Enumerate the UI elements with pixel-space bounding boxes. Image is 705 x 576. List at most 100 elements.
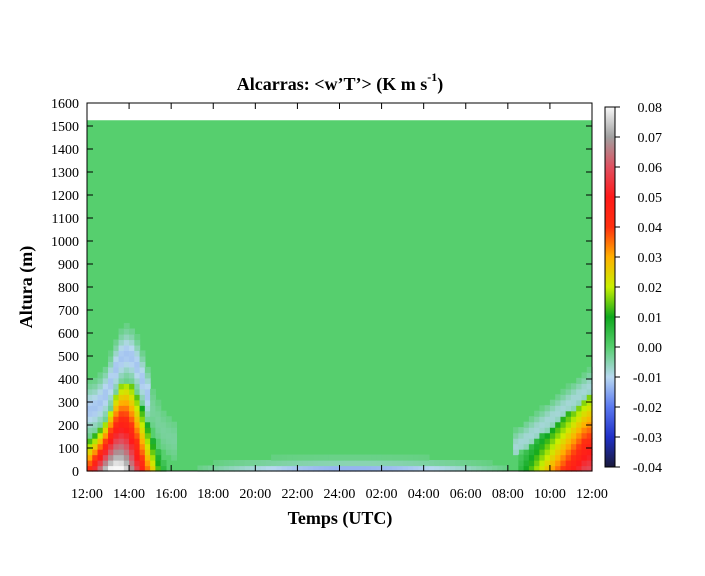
heatmap-cell (418, 454, 425, 461)
heatmap-cell (350, 465, 356, 472)
heatmap-cell (165, 438, 172, 445)
heatmap-cell (476, 460, 483, 467)
heatmap-cell (155, 410, 162, 417)
heatmap-cell (576, 405, 583, 412)
heatmap-cell (549, 410, 556, 417)
heatmap-cell (549, 438, 556, 445)
colorbar-tick-label: -0.04 (633, 461, 662, 476)
heatmap-cell (581, 405, 588, 412)
heatmap-cell (518, 443, 525, 450)
heatmap-cell (97, 427, 104, 434)
heatmap-cell (97, 416, 104, 423)
heatmap-cell (97, 449, 104, 456)
x-axis: 12:00 14:00 16:00 18:00 20:00 22:00 24:00 02:00… (71, 103, 608, 502)
heatmap-cell (565, 427, 572, 434)
heatmap-cell (402, 460, 409, 467)
heatmap-cell (129, 366, 135, 373)
chart-title-closing: ) (437, 74, 443, 95)
heatmap-cell (565, 465, 572, 472)
heatmap-cell (581, 432, 588, 439)
heatmap-cell (544, 427, 551, 434)
heatmap-cell (549, 399, 556, 406)
heatmap-cell (139, 460, 146, 467)
heatmap-cell (134, 344, 141, 352)
heatmap-cell (102, 399, 109, 406)
heatmap-cell (534, 410, 540, 417)
heatmap-cell (150, 465, 156, 472)
heatmap-cell (160, 432, 167, 439)
heatmap-cell (344, 454, 351, 461)
heatmap-cell (534, 421, 540, 428)
heatmap-cell (386, 465, 393, 472)
heatmap-cell (560, 405, 567, 412)
heatmap-cell (92, 405, 99, 412)
heatmap-cell (570, 421, 577, 428)
heatmap-cell (365, 465, 372, 472)
heatmap-cell (113, 377, 120, 384)
heatmap-cell (108, 416, 114, 423)
heatmap-cell (139, 432, 146, 439)
heatmap-cell (586, 443, 593, 450)
heatmap-cell (139, 410, 146, 417)
heatmap-cell (523, 449, 530, 456)
heatmap-cell (87, 443, 93, 450)
heatmap-cell (87, 432, 93, 439)
heatmap-cell (255, 465, 262, 472)
heatmap-cell (271, 460, 277, 467)
heatmap-cell (376, 454, 383, 461)
heatmap-cell (576, 394, 583, 401)
heatmap-cell (108, 432, 114, 439)
heatmap-cell (434, 465, 441, 472)
heatmap-cell (555, 449, 562, 456)
heatmap-cell (113, 410, 120, 417)
heatmap-cell (565, 460, 572, 467)
heatmap-cell (528, 465, 535, 472)
heatmap-cell (123, 460, 130, 467)
heatmap-cell (576, 432, 583, 439)
heatmap-cell (555, 443, 562, 450)
y-tick-label: 1200 (51, 189, 79, 204)
heatmap-cell (92, 410, 99, 417)
heatmap-cell (423, 454, 430, 461)
heatmap-cell (297, 460, 304, 467)
heatmap-cell (544, 449, 551, 456)
heatmap-cell (92, 416, 99, 423)
heatmap-cell (528, 416, 535, 423)
heatmap-cell (108, 361, 114, 368)
heatmap-cell (118, 416, 125, 423)
heatmap-cell (276, 460, 283, 467)
heatmap-cell (123, 377, 130, 384)
heatmap-cell (134, 361, 141, 368)
heatmap-cell (129, 432, 135, 439)
heatmap-cell (113, 427, 120, 434)
heatmap-cell (97, 410, 104, 417)
x-tick-label: 02:00 (366, 487, 398, 502)
heatmap-cell (565, 443, 572, 450)
heatmap-cell (150, 454, 156, 461)
heatmap-cell (165, 427, 172, 434)
heatmap-cell (97, 377, 104, 384)
heatmap-cell (486, 465, 493, 472)
heatmap-cell (218, 460, 225, 467)
heatmap-cell (528, 460, 535, 467)
heatmap-cell (528, 443, 535, 450)
heatmap-cell (549, 443, 556, 450)
heatmap-cell (134, 410, 141, 417)
heatmap-cell (239, 460, 246, 467)
heatmap-cell (123, 438, 130, 445)
x-tick-label: 06:00 (450, 487, 482, 502)
heatmap-cell (102, 388, 109, 395)
heatmap-cell (108, 388, 114, 395)
heatmap-cell (334, 460, 341, 467)
heatmap-cell (586, 372, 593, 379)
heatmap-cell (439, 465, 446, 472)
heatmap-cell (123, 323, 130, 330)
colorbar-tick-label: 0.03 (638, 251, 663, 266)
heatmap-cell (581, 465, 588, 472)
heatmap-cell (102, 366, 109, 373)
heatmap-cell (565, 399, 572, 406)
heatmap-cell (139, 394, 146, 401)
heatmap-cell (297, 454, 304, 461)
heatmap-cell (302, 454, 309, 461)
heatmap-cell (144, 421, 151, 428)
